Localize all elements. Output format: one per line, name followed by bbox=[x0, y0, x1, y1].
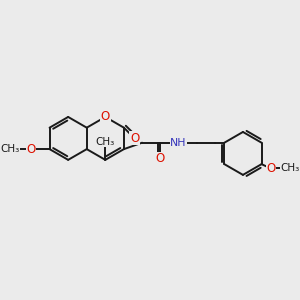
Text: CH₃: CH₃ bbox=[280, 164, 300, 173]
Text: CH₃: CH₃ bbox=[0, 144, 19, 154]
Text: O: O bbox=[26, 142, 36, 156]
Text: O: O bbox=[266, 162, 275, 175]
Text: O: O bbox=[130, 132, 139, 145]
Text: O: O bbox=[101, 110, 110, 123]
Text: CH₃: CH₃ bbox=[96, 136, 115, 147]
Text: NH: NH bbox=[170, 138, 187, 148]
Text: O: O bbox=[156, 152, 165, 165]
